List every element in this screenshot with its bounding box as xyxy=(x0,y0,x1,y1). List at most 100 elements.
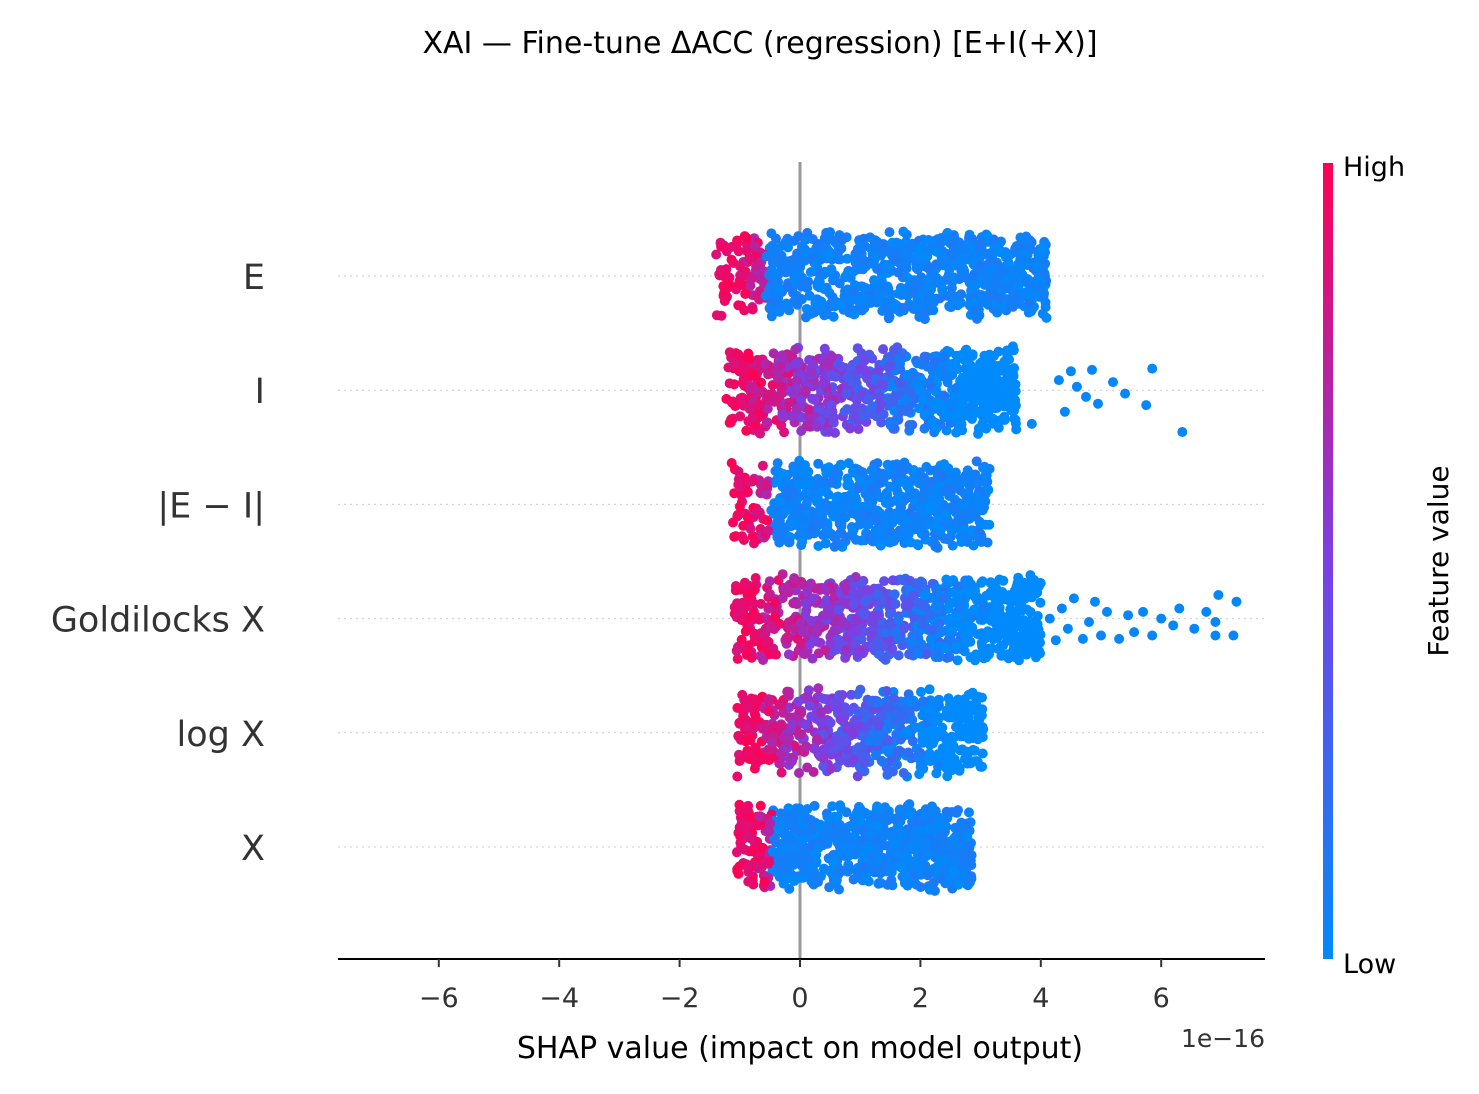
shap-point xyxy=(867,258,878,269)
shap-point xyxy=(961,612,972,623)
shap-point xyxy=(823,426,834,437)
shap-point xyxy=(827,292,838,303)
shap-point xyxy=(1120,388,1131,399)
shap-point xyxy=(1011,424,1022,435)
shap-point xyxy=(736,615,747,626)
shap-point xyxy=(734,501,745,512)
shap-point xyxy=(964,232,974,243)
shap-point xyxy=(806,824,817,835)
shap-point xyxy=(954,596,965,607)
shap-point xyxy=(945,301,956,312)
shap-point xyxy=(836,460,847,471)
shap-point xyxy=(746,588,757,599)
shap-point xyxy=(977,748,988,759)
shap-point xyxy=(788,490,799,501)
shap-point xyxy=(774,827,785,838)
shap-point xyxy=(796,540,807,551)
shap-point xyxy=(823,813,834,824)
shap-point xyxy=(877,271,887,282)
shap-point xyxy=(878,840,889,851)
shap-point xyxy=(912,579,923,590)
shap-point xyxy=(744,476,755,487)
shap-point xyxy=(963,575,974,586)
shap-point xyxy=(1062,623,1073,634)
shap-point xyxy=(962,722,973,733)
shap-point xyxy=(845,864,856,875)
shap-point xyxy=(741,232,752,243)
shap-point xyxy=(946,363,957,373)
shap-point xyxy=(871,736,882,747)
shap-point xyxy=(801,487,812,498)
shap-point xyxy=(777,381,788,392)
shap-point xyxy=(732,771,743,782)
shap-point xyxy=(742,861,753,872)
shap-point xyxy=(1213,590,1224,600)
shap-point xyxy=(962,715,973,726)
shap-point xyxy=(775,808,786,819)
shap-point xyxy=(822,267,833,278)
shap-point xyxy=(919,423,930,434)
shap-point xyxy=(806,615,817,626)
shap-point xyxy=(818,516,829,527)
shap-point xyxy=(831,735,842,746)
shap-point xyxy=(933,702,943,712)
shap-point xyxy=(750,742,761,753)
shap-point xyxy=(769,498,780,509)
shap-point xyxy=(1077,633,1088,644)
shap-point xyxy=(835,865,846,875)
shap-point xyxy=(1031,652,1041,663)
shap-point xyxy=(1059,406,1070,417)
shap-point xyxy=(938,352,949,363)
shap-point xyxy=(977,732,988,742)
shap-point xyxy=(742,487,753,497)
shap-point xyxy=(822,309,833,320)
shap-point xyxy=(884,537,895,548)
shap-point xyxy=(830,510,841,521)
shap-point xyxy=(909,488,920,499)
shap-point xyxy=(955,723,966,734)
shap-point xyxy=(858,410,869,421)
shap-point xyxy=(957,851,968,862)
shap-point xyxy=(829,412,839,423)
shap-point xyxy=(853,256,864,267)
shap-point xyxy=(804,404,814,415)
shap-point xyxy=(776,720,787,731)
shap-point xyxy=(742,819,752,830)
shap-point xyxy=(748,369,759,380)
shap-point xyxy=(904,809,915,820)
shap-point xyxy=(984,519,995,530)
shap-point xyxy=(867,409,878,420)
shap-point xyxy=(1071,381,1082,392)
shap-point xyxy=(842,745,853,756)
shap-point xyxy=(914,259,925,270)
shap-point xyxy=(850,572,861,582)
shap-point xyxy=(1168,620,1179,631)
shap-point xyxy=(754,811,765,822)
shap-point xyxy=(858,861,869,872)
shap-point xyxy=(1034,282,1045,293)
shap-point xyxy=(807,393,818,404)
shap-point xyxy=(849,495,860,506)
shap-point xyxy=(785,518,796,528)
shap-point xyxy=(848,266,859,277)
shap-point xyxy=(919,590,930,601)
shap-point xyxy=(787,719,798,730)
shap-point xyxy=(810,744,821,755)
shap-point xyxy=(933,761,944,772)
shap-point xyxy=(846,522,857,532)
shap-point xyxy=(900,727,911,738)
shap-point xyxy=(753,614,764,625)
shap-point xyxy=(933,277,943,288)
shap-point xyxy=(942,377,953,388)
colorbar xyxy=(1323,163,1333,959)
shap-point xyxy=(1015,255,1026,265)
shap-point xyxy=(937,593,948,604)
shap-point xyxy=(783,649,794,660)
shap-point xyxy=(965,473,976,484)
shap-point xyxy=(862,585,873,595)
shap-point xyxy=(801,498,812,509)
shap-point xyxy=(937,854,948,864)
shap-point xyxy=(752,506,763,517)
shap-point xyxy=(918,728,929,739)
shap-point xyxy=(993,422,1004,433)
